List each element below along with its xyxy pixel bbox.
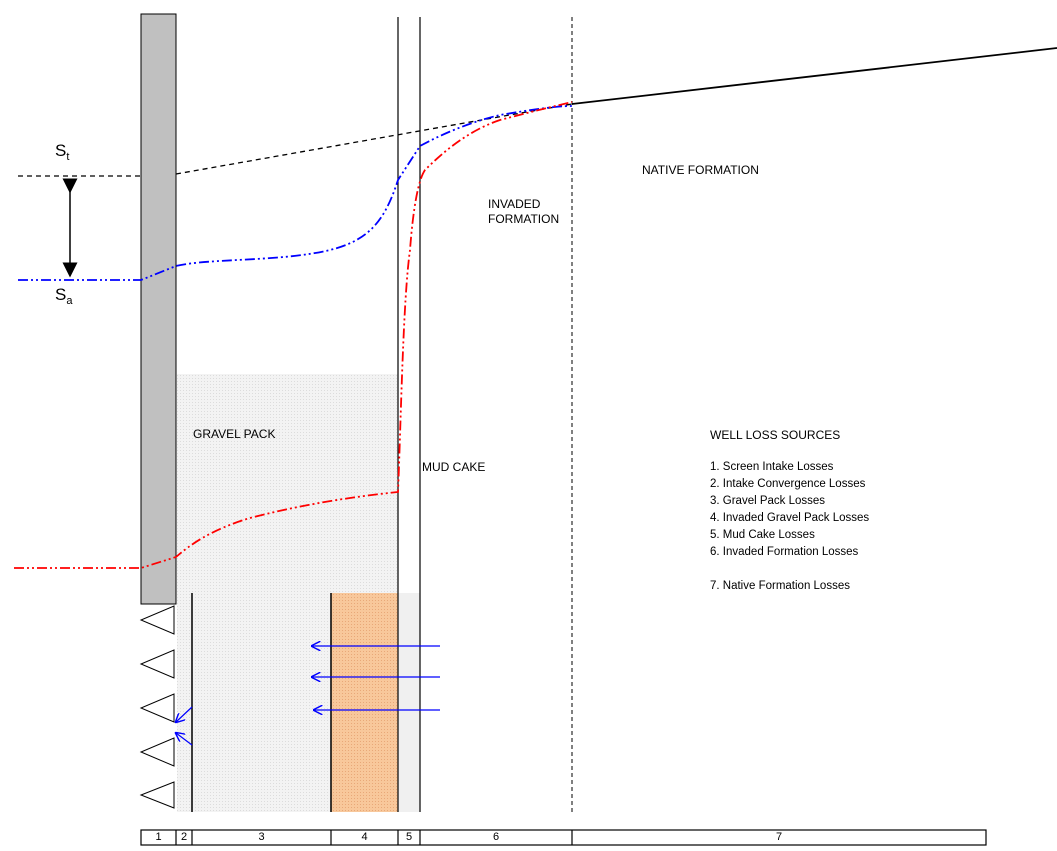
- invaded-formation-label-line2: FORMATION: [488, 212, 560, 226]
- zone-bar: [140, 829, 987, 846]
- gravel-pack-label: GRAVEL PACK: [193, 427, 276, 441]
- blue-drawdown-curve: [18, 105, 573, 281]
- mud-cake-lower-region: [398, 593, 420, 812]
- loss-source-item: 3. Gravel Pack Losses: [710, 495, 826, 507]
- flow-arrows: [176, 646, 440, 746]
- loss-source-item: 7. Native Formation Losses: [710, 580, 850, 592]
- loss-source-item: 2. Intake Convergence Losses: [710, 478, 866, 490]
- invaded-gravel-pack: [331, 593, 398, 812]
- loss-source-item: 4. Invaded Gravel Pack Losses: [710, 512, 870, 524]
- screen-slots: [139, 605, 175, 809]
- loss-source-spacer: [710, 561, 869, 578]
- loss-source-item: 5. Mud Cake Losses: [710, 529, 815, 541]
- theoretical-drawdown-line: [175, 103, 573, 175]
- zone-7-label: 7: [775, 831, 783, 843]
- zone-2-label: 2: [180, 831, 188, 843]
- zone-1-label: 1: [155, 831, 162, 843]
- sa-label: Sa: [55, 285, 73, 307]
- loss-source-item: 1. Screen Intake Losses: [710, 461, 834, 473]
- loss-sources-list: 1. Screen Intake Losses 2. Intake Conver…: [710, 459, 869, 595]
- zone-dividers: [175, 830, 573, 845]
- zone-4-label: 4: [361, 831, 368, 843]
- well-loss-title: WELL LOSS SOURCES: [710, 428, 841, 442]
- well-casing: [140, 13, 177, 605]
- st-label: St: [55, 141, 70, 163]
- zone-3-label: 3: [258, 831, 265, 843]
- red-drawdown-curve: [14, 101, 573, 569]
- loss-source-item: 6. Invaded Formation Losses: [710, 546, 859, 558]
- native-formation-drawdown: [571, 47, 1057, 105]
- mud-cake-label: MUD CAKE: [422, 460, 486, 474]
- native-formation-label: NATIVE FORMATION: [642, 163, 759, 177]
- invaded-formation-label-line1: INVADED: [488, 197, 541, 211]
- zone-5-label: 5: [405, 831, 413, 843]
- zone-6-label: 6: [492, 831, 500, 843]
